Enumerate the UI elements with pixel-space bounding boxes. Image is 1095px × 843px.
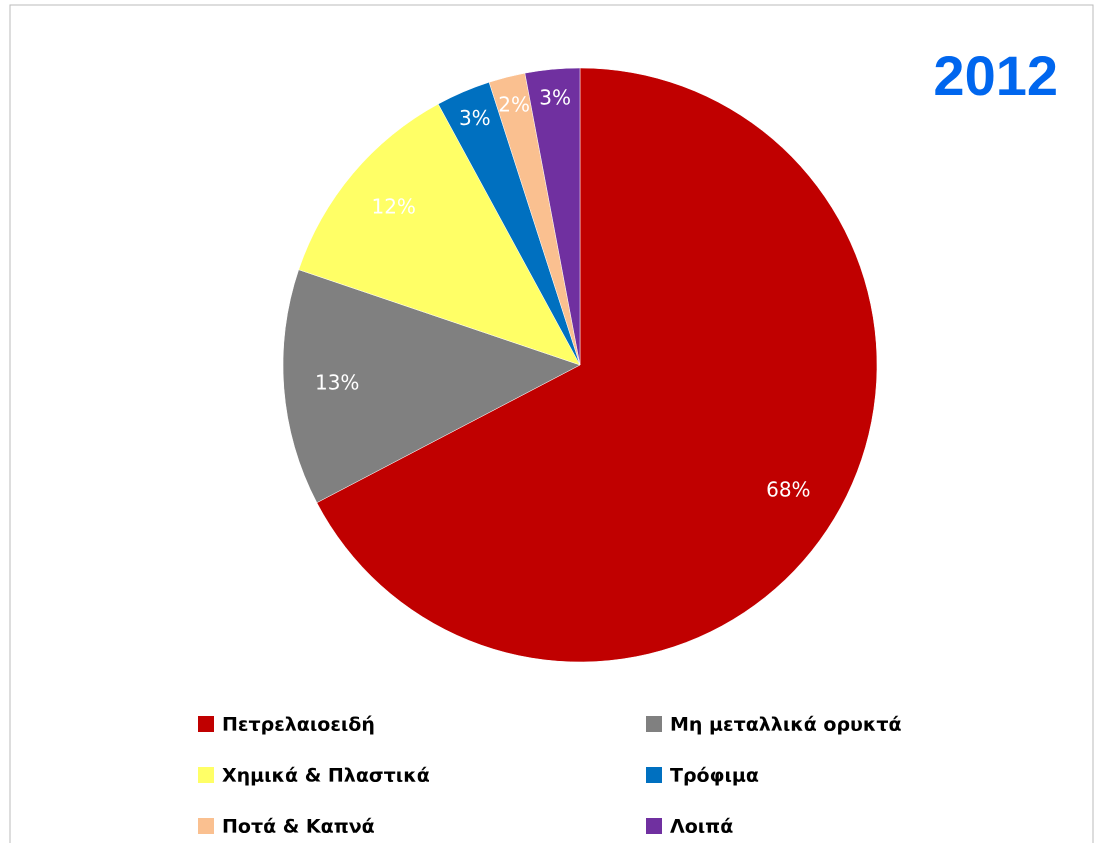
- legend-swatch: [198, 767, 214, 783]
- legend-swatch: [646, 716, 662, 732]
- legend-swatch: [198, 818, 214, 834]
- legend-label: Χημικά & Πλαστικά: [222, 765, 430, 787]
- legend-label: Λοιπά: [670, 816, 733, 838]
- frame: [9, 4, 1094, 843]
- legend-swatch: [646, 767, 662, 783]
- data-label: 3%: [539, 85, 571, 109]
- pie-slice: [282, 269, 581, 504]
- data-label: 2%: [498, 92, 530, 116]
- pie-slice: [316, 67, 878, 663]
- pie-slice: [524, 67, 581, 366]
- legend-label: Πετρελαιοειδή: [222, 714, 375, 736]
- pie-slice: [298, 103, 581, 366]
- legend-label: Μη μεταλλικά ορυκτά: [670, 714, 902, 736]
- legend-swatch: [198, 716, 214, 732]
- chart-title: 2012: [933, 44, 1058, 107]
- data-label: 12%: [371, 195, 415, 219]
- data-label: 3%: [459, 106, 491, 130]
- data-label: 13%: [315, 370, 359, 394]
- data-label: 68%: [766, 478, 810, 502]
- legend-swatch: [646, 818, 662, 834]
- legend-label: Τρόφιμα: [670, 765, 759, 787]
- legend-label: Ποτά & Καπνά: [222, 816, 375, 838]
